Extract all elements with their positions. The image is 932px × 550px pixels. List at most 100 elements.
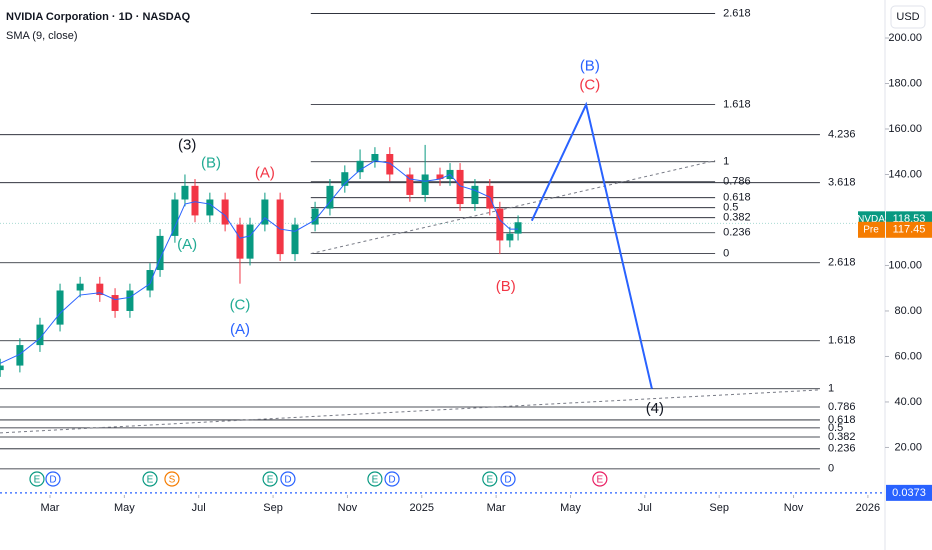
price-badge-name [858, 221, 885, 238]
fib-label: 1.618 [828, 335, 856, 347]
event-marker[interactable] [262, 471, 278, 487]
x-tick-label: May [560, 502, 581, 514]
x-tick-label: 2025 [410, 502, 434, 514]
projection-line [530, 101, 653, 389]
event-label[interactable]: E [372, 475, 379, 486]
candle-body [291, 224, 299, 255]
event-label[interactable]: D [284, 475, 291, 486]
event-label[interactable]: D [504, 475, 511, 486]
currency[interactable]: USD [896, 11, 919, 23]
currency-box[interactable] [890, 5, 926, 29]
event-marker[interactable] [29, 471, 45, 487]
fib-label: 2.618 [828, 257, 856, 269]
event-label[interactable]: E [486, 475, 493, 486]
fib-label: 0.786 [723, 176, 751, 188]
bottom-badge [886, 484, 932, 501]
y-tick-label: 80.00 [894, 305, 922, 317]
price-badge [886, 221, 932, 238]
fib-label: 2.618 [723, 7, 751, 19]
candle-body [126, 290, 134, 311]
x-tick-label: Sep [709, 502, 729, 514]
event-marker[interactable] [45, 471, 61, 487]
fib-label: 0 [828, 463, 834, 475]
wave-label: (B) [201, 155, 221, 172]
fib-label: 1 [828, 383, 834, 395]
event-marker[interactable] [482, 471, 498, 487]
x-tick-label: Sep [263, 502, 283, 514]
y-tick-label: 100.00 [888, 259, 922, 271]
wave-label: (B) [580, 58, 600, 75]
price-badge-label: NVDA [857, 214, 885, 225]
candle-body [221, 199, 229, 225]
candle-body [111, 295, 119, 311]
candle-body [191, 185, 199, 216]
wave-label: (C) [230, 297, 251, 314]
candle-body [514, 222, 522, 234]
candle-body [56, 290, 64, 325]
candle-body [386, 154, 394, 175]
candle-body [206, 199, 214, 216]
wave-label: (B) [496, 278, 516, 295]
candle-body [246, 224, 254, 259]
fib-label: 0.786 [828, 401, 856, 413]
candle-body [326, 185, 334, 209]
fib-label: 0.382 [723, 212, 751, 224]
x-tick-label: 2026 [856, 502, 880, 514]
fib-label: 0.5 [723, 202, 738, 214]
event-label[interactable]: E [147, 475, 154, 486]
y-tick-label: 180.00 [888, 77, 922, 89]
fib-label: 0.236 [828, 443, 856, 455]
candle-body [261, 199, 269, 225]
event-label[interactable]: D [49, 475, 56, 486]
indicator-label: SMA (9, close) [6, 30, 78, 42]
event-label[interactable]: E [267, 475, 274, 486]
chart-title: NVIDIA Corporation · 1D · NASDAQ [6, 11, 191, 23]
event-label[interactable]: E [597, 475, 604, 486]
fib-label: 0.5 [828, 422, 843, 434]
wave-label: (A) [230, 321, 250, 338]
candle-body [436, 174, 444, 180]
candle-body [496, 208, 504, 241]
wave-label: (4) [646, 400, 664, 417]
wave-label: (A) [177, 236, 197, 253]
fib-label: 0.382 [828, 431, 856, 443]
candle-body [406, 174, 414, 195]
event-label[interactable]: D [388, 475, 395, 486]
y-tick-label: 140.00 [888, 168, 922, 180]
candle-body [341, 172, 349, 186]
candle-body [0, 365, 4, 371]
event-label[interactable]: S [169, 475, 176, 486]
wave-label: (A) [255, 165, 275, 182]
event-marker[interactable] [592, 471, 608, 487]
event-marker[interactable] [500, 471, 516, 487]
candle-body [96, 283, 104, 296]
candle-body [36, 324, 44, 346]
event-marker[interactable] [367, 471, 383, 487]
event-marker[interactable] [142, 471, 158, 487]
candle-body [76, 283, 84, 291]
candle-body [421, 174, 429, 195]
fib-label: 0.618 [828, 414, 856, 426]
candle-body [471, 185, 479, 205]
fib-label: 4.236 [828, 129, 856, 141]
wave-label: (C) [579, 77, 600, 94]
candle-body [181, 185, 189, 200]
fib-label: 1 [723, 156, 729, 168]
x-tick-label: Mar [41, 502, 60, 514]
x-tick-label: Nov [338, 502, 358, 514]
y-tick-label: 40.00 [894, 396, 922, 408]
event-label[interactable]: E [34, 475, 41, 486]
price-badge-label: Pre [863, 224, 879, 235]
x-tick-label: Mar [487, 502, 506, 514]
event-marker[interactable] [164, 471, 180, 487]
candle-body [146, 270, 154, 291]
price-badge-value: 117.45 [893, 224, 926, 236]
candle-body [171, 199, 179, 236]
y-tick-label: 200.00 [888, 32, 922, 44]
y-tick-label: 160.00 [888, 123, 922, 135]
event-marker[interactable] [384, 471, 400, 487]
candle-body [236, 224, 244, 259]
event-marker[interactable] [280, 471, 296, 487]
